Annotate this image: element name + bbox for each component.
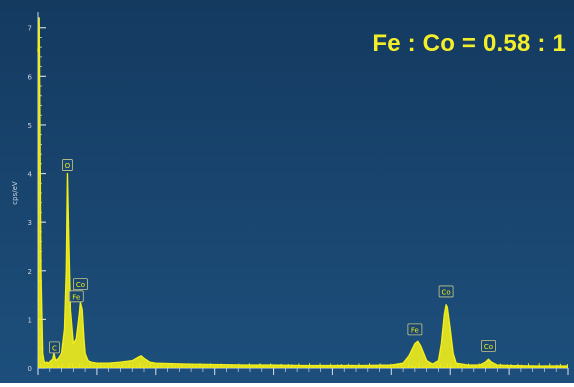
peak-label-co: Co [438, 285, 454, 298]
peak-label-text: Fe [72, 293, 80, 301]
peak-label-fe: Fe [407, 323, 423, 336]
peak-label-box [68, 290, 84, 303]
peak-label-box [73, 278, 88, 291]
peak-label-box [438, 285, 454, 298]
peak-label-text: Fe [411, 326, 419, 334]
spectrum-line [37, 17, 568, 367]
peak-label-co: Co [481, 339, 496, 352]
y-tick-label: 2 [28, 268, 32, 276]
peak-label-text: C [52, 344, 57, 352]
y-tick-label: 5 [28, 122, 32, 130]
y-axis-label: cps/eV [11, 181, 19, 205]
y-tick-label: 4 [28, 171, 33, 179]
peak-label-text: Co [76, 281, 85, 289]
y-tick-label: 1 [28, 316, 32, 324]
element-ratio-annotation: Fe : Co = 0.58 : 1 [372, 30, 566, 57]
peak-label-box [407, 323, 423, 336]
y-tick-label: 3 [28, 219, 32, 227]
peak-label-c: C [49, 341, 60, 354]
peak-label-text: Co [442, 288, 451, 296]
y-tick-label: 7 [28, 25, 32, 33]
peak-label-co: Co [73, 278, 88, 291]
peak-label-box [62, 159, 73, 171]
peak-label-text: Co [484, 343, 493, 351]
peak-label-box [49, 341, 60, 354]
peak-label-box [481, 339, 496, 352]
peak-label-o: O [62, 159, 73, 171]
peak-label-text: O [65, 162, 71, 170]
y-tick-label: 6 [28, 73, 33, 81]
peak-label-fe: Fe [68, 290, 84, 303]
y-tick-label: 0 [28, 365, 32, 373]
